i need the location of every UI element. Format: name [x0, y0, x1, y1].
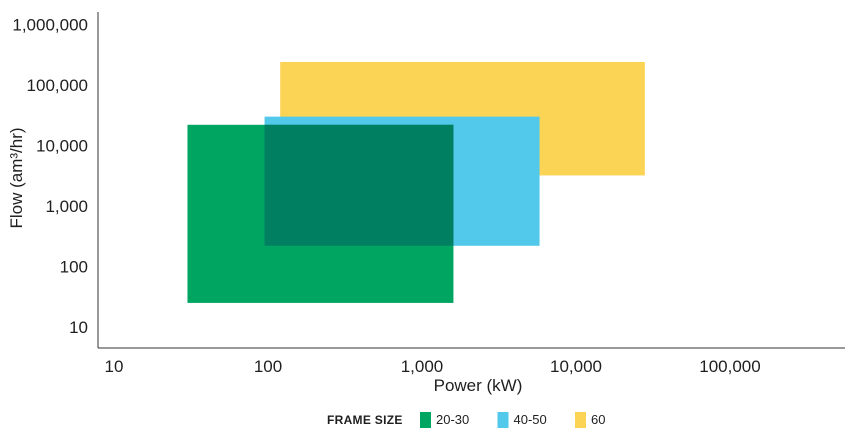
y-tick-label: 100,000	[27, 76, 88, 95]
y-axis-title: Flow (am³/hr)	[7, 127, 26, 228]
legend-swatch-60	[575, 412, 586, 428]
x-tick-label: 100,000	[699, 357, 760, 376]
y-tick-label: 10,000	[36, 137, 88, 156]
x-tick-label: 1,000	[401, 357, 444, 376]
y-tick-label: 1,000,000	[12, 16, 88, 35]
x-tick-label: 10,000	[550, 357, 602, 376]
overlap-region	[264, 124, 454, 246]
x-axis-title: Power (kW)	[434, 376, 523, 395]
y-axis-ticks: 10 100 1,000 10,000 100,000 1,000,000	[12, 16, 88, 338]
x-axis-ticks: 10 100 1,000 10,000 100,000	[105, 357, 761, 376]
legend-label: 40-50	[514, 412, 547, 427]
y-tick-label: 100	[60, 258, 88, 277]
x-tick-label: 100	[254, 357, 282, 376]
x-tick-label: 10	[105, 357, 124, 376]
legend-label: 20-30	[436, 412, 469, 427]
overlap-rect	[264, 124, 454, 246]
y-tick-label: 1,000	[45, 197, 88, 216]
legend: FRAME SIZE 20-30 40-50 60	[327, 412, 605, 428]
y-tick-label: 10	[69, 318, 88, 337]
legend-title: FRAME SIZE	[327, 413, 403, 427]
legend-swatch-40-50	[497, 412, 509, 428]
legend-label: 60	[591, 412, 605, 427]
legend-items: 20-30 40-50 60	[420, 412, 605, 428]
legend-swatch-20-30	[420, 412, 431, 428]
